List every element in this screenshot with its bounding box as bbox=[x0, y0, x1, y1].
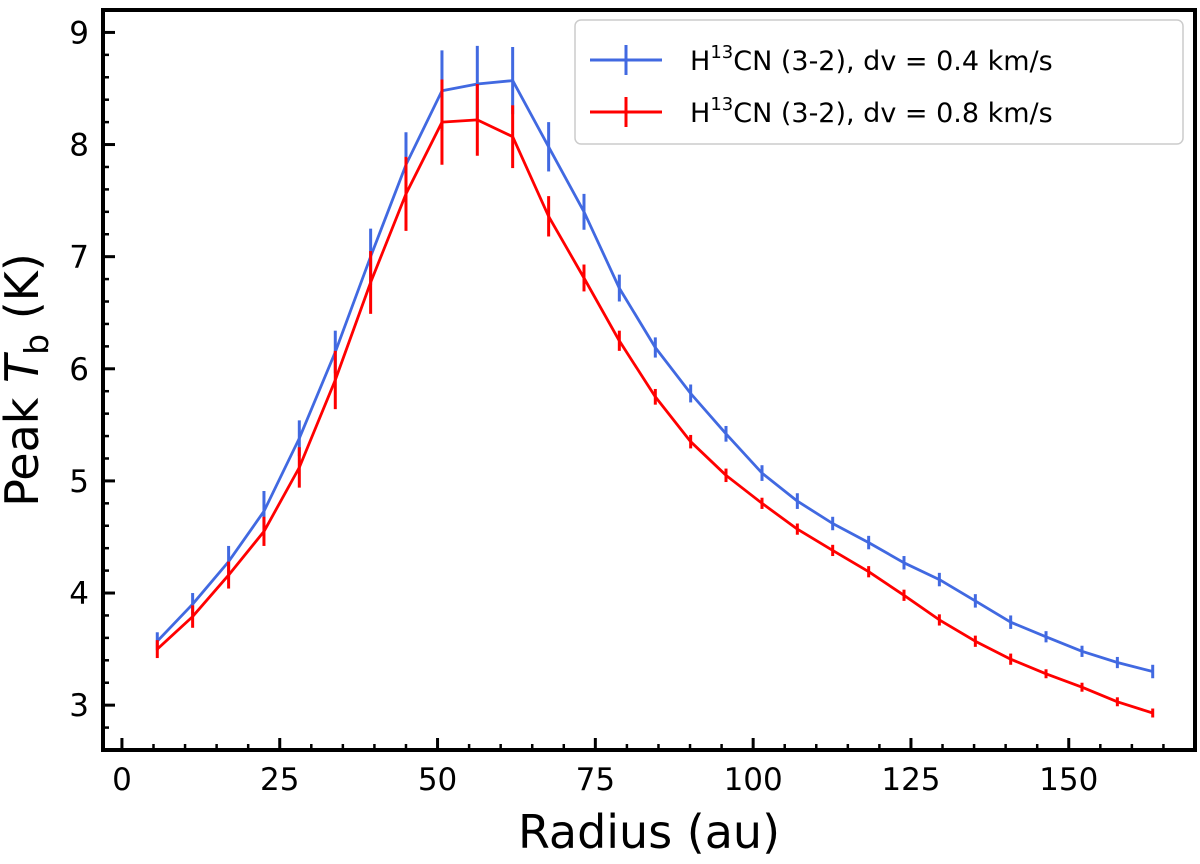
legend-entry-2: H13CN (3-2), dv = 0.8 km/s bbox=[590, 94, 1053, 129]
series-1-line bbox=[156, 79, 1154, 673]
y-axis-title: Peak Tb (K) bbox=[0, 253, 56, 507]
x-tick-label: 0 bbox=[112, 762, 132, 798]
x-tick-label: 50 bbox=[418, 762, 457, 798]
legend-entry-1: H13CN (3-2), dv = 0.4 km/s bbox=[590, 42, 1053, 77]
x-axis-title: Radius (au) bbox=[518, 805, 780, 859]
y-tick-label: 8 bbox=[69, 128, 89, 164]
plot-frame bbox=[101, 8, 1197, 752]
legend-label-2: H13CN (3-2), dv = 0.8 km/s bbox=[690, 94, 1053, 129]
x-tick-label: 150 bbox=[1039, 762, 1098, 798]
y-tick-label: 3 bbox=[69, 688, 89, 724]
legend: H13CN (3-2), dv = 0.4 km/s H13CN (3-2), … bbox=[574, 19, 1184, 145]
x-tick-label: 100 bbox=[724, 762, 783, 798]
y-tick-label: 6 bbox=[69, 352, 89, 388]
y-tick-label: 9 bbox=[69, 15, 89, 51]
y-tick-label: 7 bbox=[69, 240, 89, 276]
x-tick-label: 75 bbox=[576, 762, 615, 798]
legend-box bbox=[574, 19, 1184, 145]
x-tick-label: 125 bbox=[881, 762, 940, 798]
y-tick-label: 4 bbox=[69, 576, 89, 612]
legend-label-1: H13CN (3-2), dv = 0.4 km/s bbox=[690, 42, 1053, 77]
ticks-layer: 0 25 50 75 100 125 150 3 4 5 6 7 8 9 bbox=[69, 8, 1197, 798]
y-tick-label: 5 bbox=[69, 464, 89, 500]
series-2-line bbox=[156, 118, 1154, 715]
series-layer bbox=[155, 45, 1155, 718]
x-tick-label: 25 bbox=[260, 762, 299, 798]
series-2 bbox=[155, 79, 1155, 718]
